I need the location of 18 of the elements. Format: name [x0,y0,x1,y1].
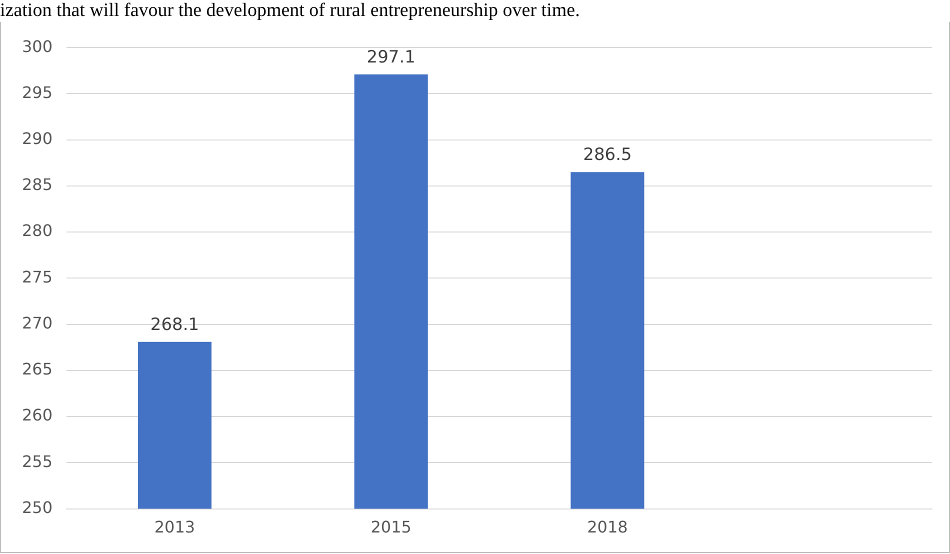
x-tick-label: 2015 [370,518,412,537]
x-tick-label: 2013 [154,518,196,537]
y-tick-label: 290 [22,128,53,148]
y-tick-label: 250 [22,498,53,517]
data-label: 268.1 [150,314,200,335]
y-tick-label: 280 [22,221,53,240]
y-tick-label: 285 [22,175,53,194]
y-tick-label: 260 [22,406,53,425]
x-tick-label: 2018 [587,518,628,537]
text: ization that will favour the development of rural entrepreneurship over time. [0,0,580,22]
y-tick-label: 295 [22,82,53,102]
data-label: 297.1 [366,47,416,68]
data-label: 286.5 [583,145,632,166]
y-tick-label: 255 [22,452,53,471]
y-tick-label: 300 [22,36,53,56]
y-tick-label: 275 [22,267,53,286]
y-tick-label: 265 [22,360,53,379]
y-tick-label: 270 [22,313,53,332]
